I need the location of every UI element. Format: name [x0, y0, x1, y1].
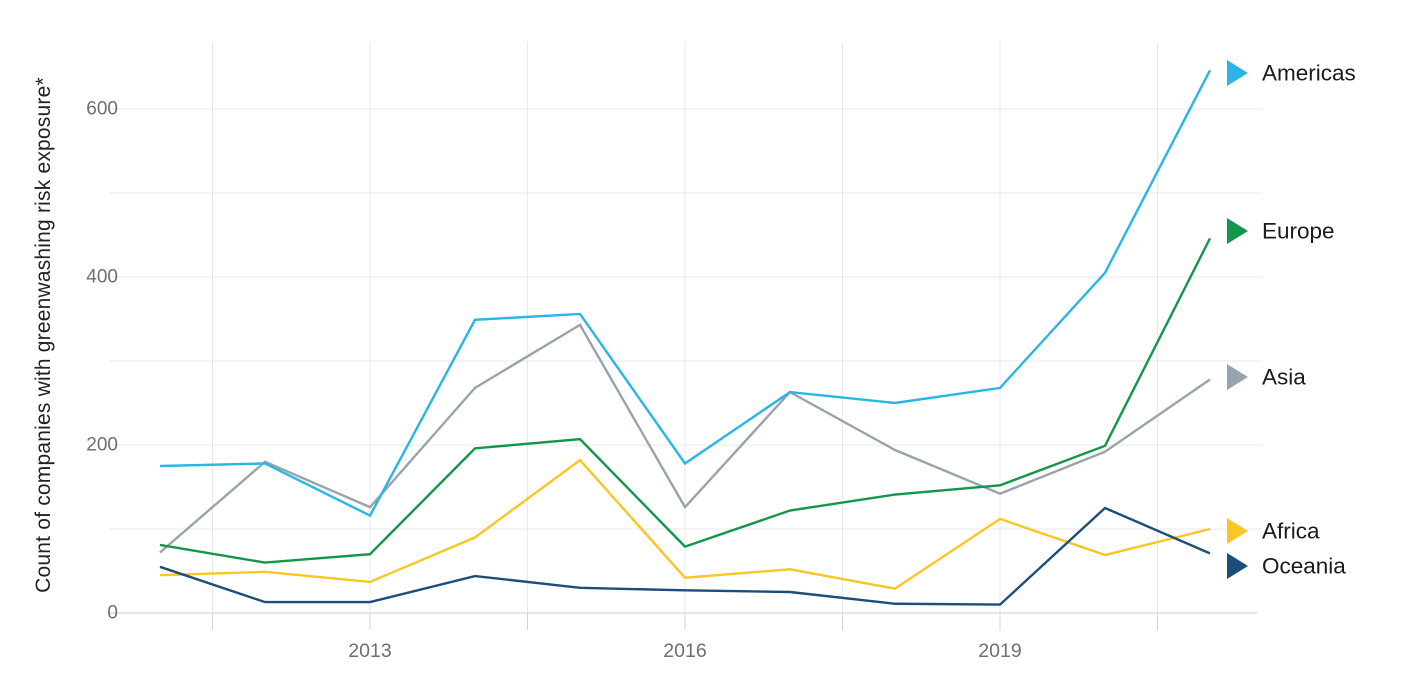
legend-label-asia: Asia [1262, 365, 1306, 390]
legend-triangle-icon-europe [1227, 218, 1248, 244]
series-line-oceania [159, 506, 1211, 606]
series-line-americas [159, 69, 1212, 518]
y-tick-label: 600 [86, 99, 118, 120]
legend-triangle-icon-oceania [1227, 553, 1248, 579]
legend-triangle-icon-asia [1227, 364, 1248, 390]
x-tick-label: 2016 [663, 640, 706, 662]
series-line-asia [159, 323, 1211, 554]
x-tick-label: 2019 [978, 640, 1021, 662]
y-tick-label: 400 [86, 267, 118, 288]
series-line-africa [159, 458, 1211, 590]
legend-triangle-icon-africa [1227, 518, 1248, 544]
series-line-europe [159, 237, 1212, 564]
x-tick-label: 2013 [348, 640, 391, 662]
legend-label-europe: Europe [1262, 219, 1335, 244]
legend-triangle-icon-americas [1227, 60, 1248, 86]
y-axis-title: Count of companies with greenwashing ris… [32, 77, 55, 593]
legend-label-africa: Africa [1262, 519, 1320, 544]
y-tick-label: 200 [86, 435, 118, 456]
legend-label-oceania: Oceania [1262, 554, 1346, 579]
y-tick-label: 0 [107, 603, 118, 624]
legend-label-americas: Americas [1262, 61, 1356, 86]
